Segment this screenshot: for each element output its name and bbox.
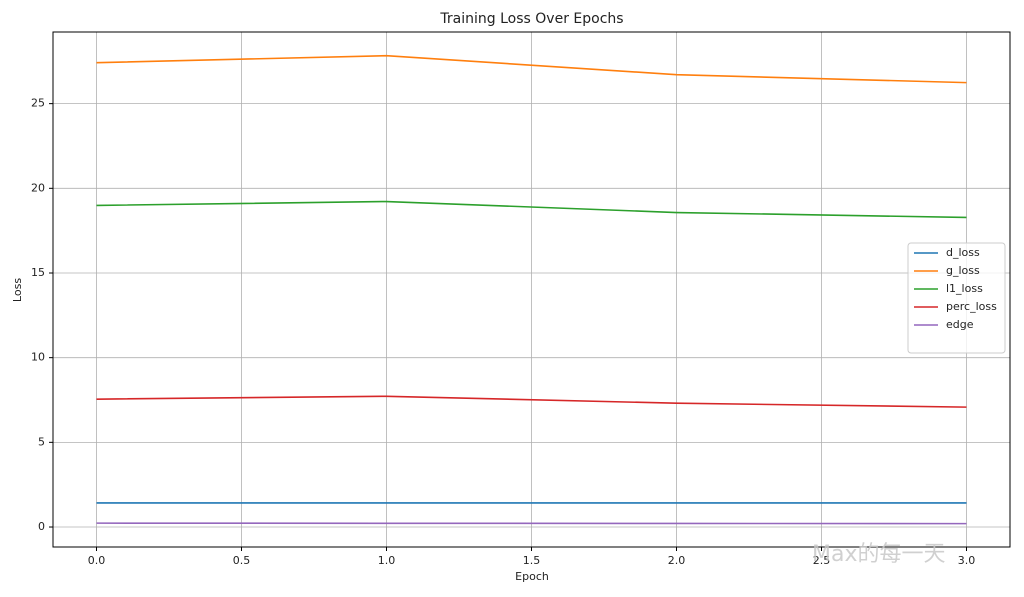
y-axis-label: Loss <box>11 278 24 302</box>
y-tick-label: 0 <box>38 520 45 533</box>
series-line <box>96 200 967 219</box>
series-line <box>96 522 967 525</box>
y-tick-label: 10 <box>31 351 45 364</box>
x-tick-label: 2.5 <box>813 554 831 567</box>
plot-frame <box>52 31 1011 548</box>
watermark: Max的每一天 <box>812 542 945 567</box>
legend-label: d_loss <box>946 246 980 259</box>
legend-label: g_loss <box>946 264 980 277</box>
series-line <box>96 54 967 84</box>
legend-box <box>907 242 1006 354</box>
x-tick-label: 1.0 <box>378 554 396 567</box>
legend-label: l1_loss <box>946 282 983 295</box>
x-tick-label: 3.0 <box>958 554 976 567</box>
y-tick-label: 25 <box>31 97 45 110</box>
legend-label: edge <box>946 318 974 331</box>
legend-label: perc_loss <box>946 300 997 313</box>
series-line <box>96 395 967 408</box>
x-tick-label: 2.0 <box>668 554 686 567</box>
x-tick-label: 1.5 <box>523 554 541 567</box>
y-tick-label: 20 <box>31 181 45 194</box>
chart-title: Training Loss Over Epochs <box>439 11 623 27</box>
x-axis-label: Epoch <box>515 570 549 583</box>
x-tick-label: 0.5 <box>233 554 251 567</box>
y-tick-label: 15 <box>31 266 45 279</box>
x-tick-label: 0.0 <box>88 554 106 567</box>
y-tick-label: 5 <box>38 435 45 448</box>
